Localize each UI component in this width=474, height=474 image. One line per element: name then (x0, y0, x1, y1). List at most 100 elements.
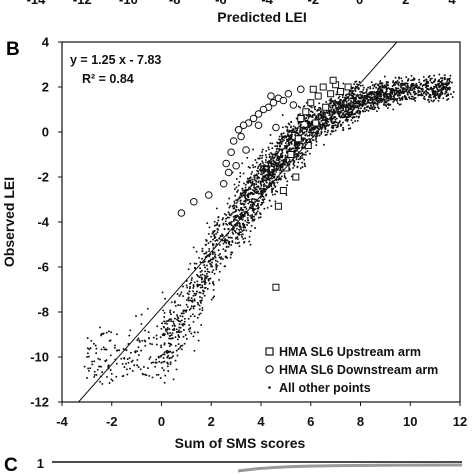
data-point-other (222, 217, 225, 220)
data-point-other (335, 107, 338, 110)
data-point-other (148, 374, 151, 377)
data-point-other (271, 162, 274, 165)
trendline (78, 41, 398, 403)
data-point-other (247, 193, 250, 196)
data-point-other (209, 277, 212, 280)
data-point-other (248, 186, 250, 189)
data-point-other (317, 114, 320, 117)
data-point-other (254, 213, 257, 216)
data-point-other (280, 132, 283, 135)
data-point-other (191, 277, 193, 279)
data-point-other (268, 156, 271, 159)
data-point-other (230, 212, 233, 215)
data-point-other (234, 216, 237, 219)
data-point-other (203, 281, 206, 284)
data-point-other (162, 357, 165, 359)
data-point-other (122, 347, 125, 350)
data-point-other (195, 292, 198, 295)
data-point-other (297, 158, 300, 161)
data-point-other (399, 103, 402, 106)
data-point-other (348, 105, 351, 107)
data-point-other (400, 77, 403, 80)
data-point-other (109, 369, 112, 372)
data-point-other (241, 211, 243, 214)
data-point-other (284, 177, 287, 180)
data-point-other (91, 360, 93, 363)
data-point-other (373, 91, 376, 93)
data-point-other (211, 232, 214, 235)
data-point-other (219, 262, 222, 265)
data-point-other (198, 313, 201, 316)
data-point-other (283, 136, 286, 139)
data-point-other (255, 192, 258, 194)
data-point-other (192, 320, 195, 323)
data-point-other (155, 373, 158, 376)
data-point-other (273, 176, 276, 179)
data-point-other (338, 115, 341, 118)
data-point-other (123, 366, 126, 369)
data-point-other (250, 224, 253, 227)
data-point-other (158, 360, 161, 363)
data-point-other (246, 224, 249, 226)
data-point-other (241, 233, 244, 236)
data-point-other (388, 92, 391, 95)
data-point-other (168, 328, 171, 331)
data-point-other (273, 168, 276, 170)
data-point-other (271, 188, 274, 191)
data-point-other (263, 198, 266, 201)
data-point-other (345, 117, 348, 120)
data-point-other (242, 226, 245, 229)
data-point-other (388, 97, 391, 100)
data-point-other (273, 170, 276, 172)
data-point-other (113, 346, 116, 349)
data-point-other (136, 350, 139, 353)
data-point-other (202, 289, 204, 292)
data-point-other (247, 202, 250, 205)
data-point-other (433, 94, 436, 97)
data-point-other (255, 188, 258, 191)
data-point-other (189, 262, 192, 265)
data-point-other (353, 116, 356, 119)
data-point-other (178, 294, 181, 297)
data-point-other (412, 98, 415, 100)
data-point-other (242, 194, 245, 197)
data-point-other (370, 81, 373, 84)
data-point-other (260, 165, 263, 167)
data-point-other (171, 324, 174, 327)
data-point-other (140, 322, 143, 325)
data-point-other (347, 109, 350, 112)
data-point-other (241, 229, 244, 232)
data-point-other (160, 344, 163, 347)
data-point-other (253, 190, 256, 193)
data-point-other (178, 323, 181, 326)
data-point-other (338, 113, 340, 116)
data-point-other (301, 131, 304, 134)
data-point-other (226, 223, 229, 226)
data-point-other (377, 83, 380, 86)
data-point-other (230, 253, 233, 256)
data-point-other (274, 162, 277, 165)
data-point-other (165, 351, 168, 354)
data-point-other (405, 76, 408, 79)
data-point-other (423, 91, 426, 93)
data-point-other (204, 270, 207, 273)
data-point-other (260, 156, 263, 159)
data-point-other (168, 334, 171, 337)
data-point-other (385, 90, 388, 93)
data-point-other (245, 198, 248, 201)
data-point-other (208, 247, 211, 250)
data-point-upstream (292, 173, 300, 181)
data-point-other (170, 334, 173, 337)
data-point-other (329, 133, 332, 136)
data-point-other (267, 174, 270, 177)
data-point-other (364, 97, 367, 100)
data-point-other (215, 268, 218, 271)
data-point-other (171, 337, 174, 340)
data-point-other (229, 236, 232, 239)
data-point-other (102, 332, 105, 335)
data-point-other (187, 268, 190, 271)
data-point-other (169, 343, 172, 346)
data-point-other (350, 97, 353, 100)
data-point-other (154, 365, 157, 368)
data-point-other (217, 219, 220, 222)
